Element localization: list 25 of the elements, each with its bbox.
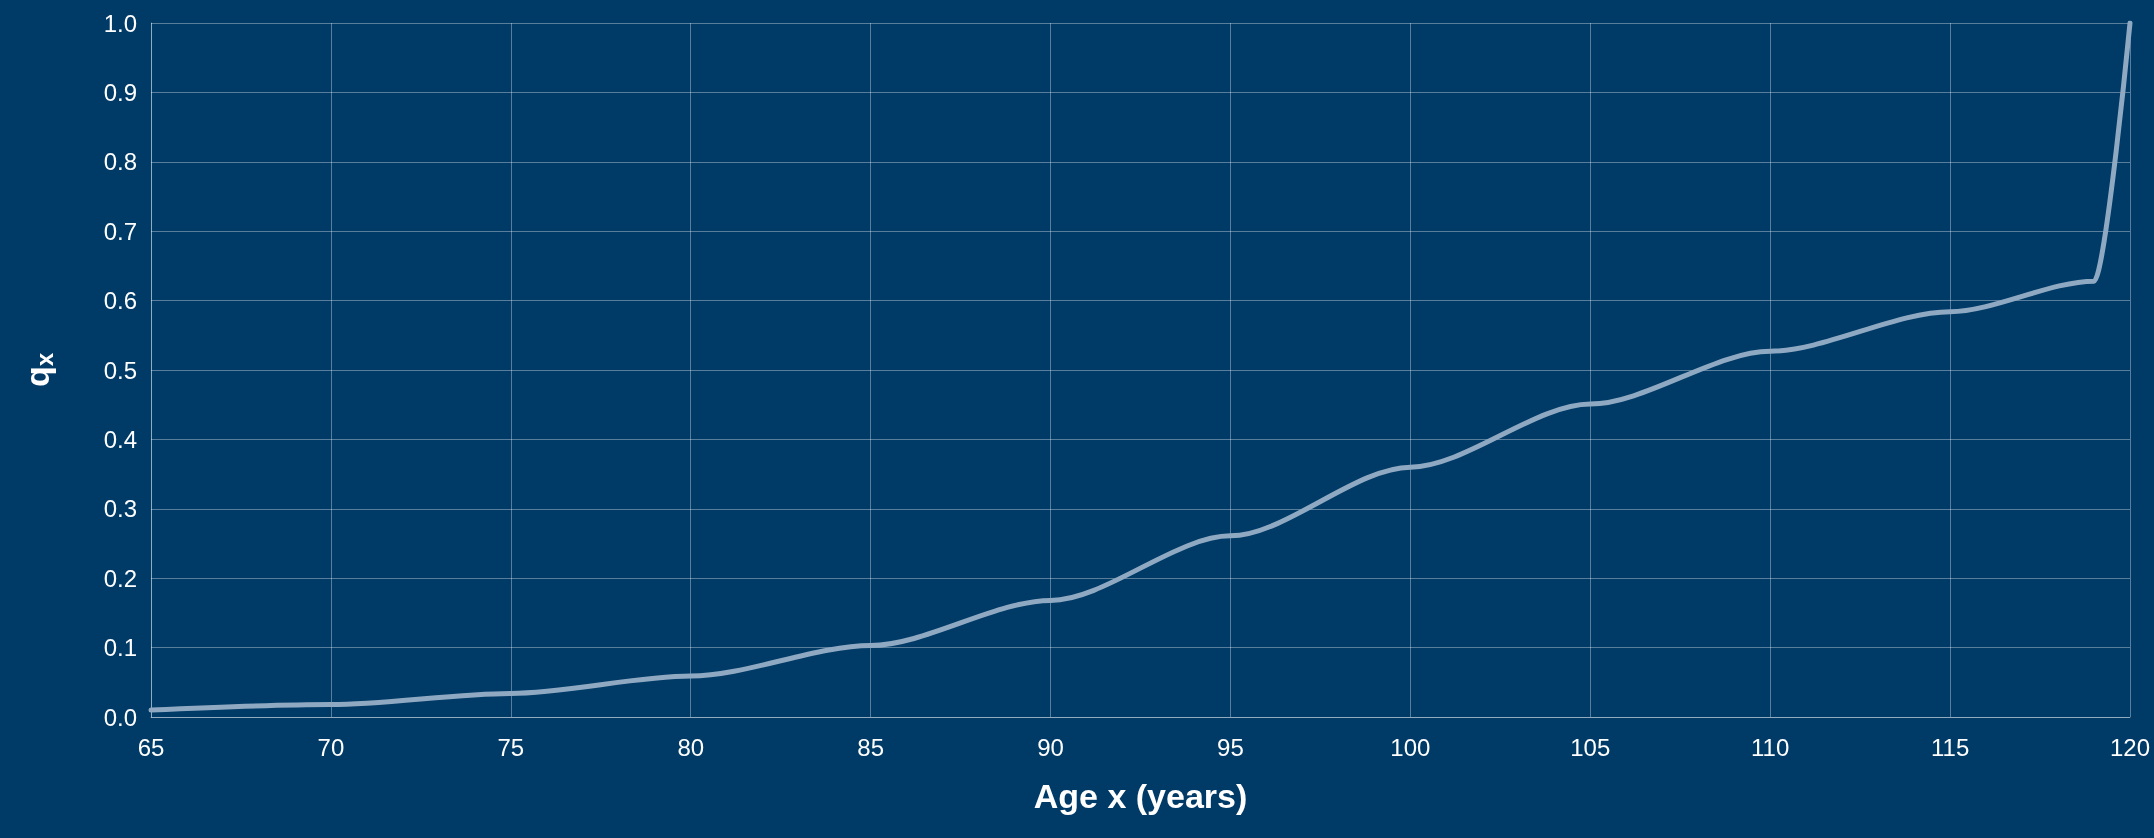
x-tick-label: 120: [2109, 733, 2151, 761]
y-tick-label: 0.9: [103, 78, 137, 106]
y-tick-label: 0.7: [103, 217, 137, 245]
y-tick-label: 0.4: [103, 425, 137, 453]
x-axis-title: Age x (years): [1033, 777, 1248, 815]
x-tick-label: 65: [137, 733, 165, 761]
y-tick-label: 1.0: [103, 9, 137, 37]
y-tick-label: 0.6: [103, 287, 137, 315]
x-tick-label: 85: [857, 733, 884, 761]
x-tick-label: 80: [677, 733, 705, 761]
x-tick-label: 75: [497, 733, 525, 761]
x-tick-label: 95: [1217, 733, 1244, 761]
x-tick-label: 105: [1570, 733, 1611, 761]
x-tick-label: 70: [317, 733, 345, 761]
y-tick-label: 0.1: [103, 634, 137, 662]
y-tick-label: 0.0: [103, 703, 137, 731]
x-tick-label: 90: [1037, 733, 1064, 761]
x-tick-label: 110: [1751, 733, 1790, 761]
x-tick-label: 115: [1930, 733, 1970, 761]
y-axis-title: qx: [18, 352, 58, 388]
y-tick-label: 0.8: [103, 148, 137, 176]
y-tick-label: 0.2: [103, 564, 137, 592]
y-tick-label: 0.5: [103, 356, 137, 384]
y-tick-label: 0.3: [103, 495, 137, 523]
x-tick-label: 100: [1390, 733, 1431, 761]
